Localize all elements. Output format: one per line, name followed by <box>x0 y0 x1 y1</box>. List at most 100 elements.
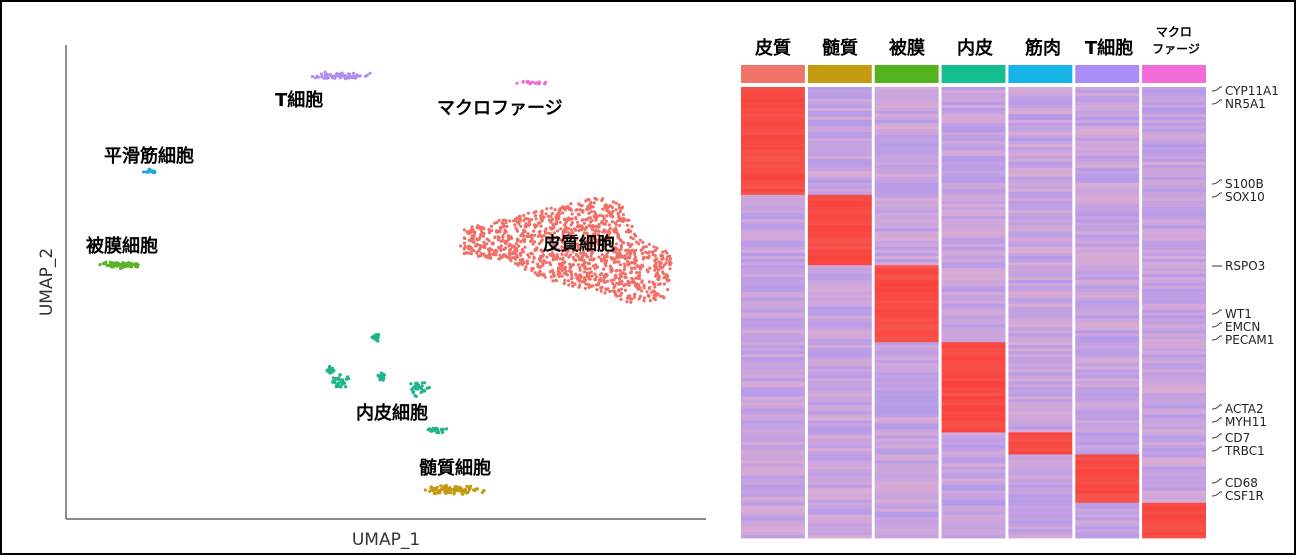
umap-point <box>558 237 562 242</box>
heatmap-cell <box>807 432 872 436</box>
umap-point <box>652 290 657 294</box>
annotation-cell-4 <box>1008 65 1073 83</box>
heatmap-cell <box>741 282 805 287</box>
heatmap-cell <box>874 274 939 278</box>
heatmap-cell <box>874 143 939 148</box>
heatmap-cell <box>941 342 1006 346</box>
umap-point <box>514 242 518 246</box>
umap-point <box>614 256 619 260</box>
heatmap-cell <box>807 164 872 169</box>
umap-point <box>630 242 634 246</box>
heatmap-cell-group <box>941 194 1006 266</box>
gene-leader <box>1211 417 1222 423</box>
umap-point <box>653 248 658 252</box>
heatmap-cell <box>1142 104 1206 109</box>
heatmap-cell <box>874 475 939 479</box>
heatmap-cell <box>1075 297 1140 302</box>
heatmap-cell <box>941 441 1006 446</box>
gene-label: EMCN <box>1225 320 1260 334</box>
heatmap-cell <box>807 505 872 510</box>
heatmap-cell <box>1008 348 1073 352</box>
heatmap-cell <box>807 297 872 302</box>
umap-point <box>503 231 507 235</box>
heatmap-cell <box>1008 152 1073 157</box>
y-axis-label: UMAP_2 <box>37 248 57 316</box>
heatmap-cell <box>874 191 939 196</box>
umap-point <box>521 233 525 237</box>
umap-point <box>423 381 427 385</box>
umap-point <box>570 221 575 225</box>
heatmap-cell <box>741 490 805 495</box>
umap-point <box>515 253 519 257</box>
umap-point <box>587 216 591 220</box>
heatmap-cell <box>741 170 805 175</box>
umap-point <box>634 284 638 288</box>
umap-point <box>325 72 329 76</box>
umap-point <box>552 274 557 278</box>
heatmap-cell <box>874 529 939 533</box>
heatmap-cell <box>1008 161 1073 166</box>
umap-point <box>585 231 589 235</box>
heatmap-cell <box>1008 505 1073 510</box>
heatmap-cell <box>1075 104 1140 109</box>
heatmap-cell <box>874 444 939 449</box>
heatmap-cell-group <box>1008 194 1073 266</box>
heatmap-cell <box>874 262 939 266</box>
heatmap-cell-group <box>941 454 1006 504</box>
heatmap-cell <box>1008 399 1073 403</box>
cluster-points-5 <box>325 332 449 435</box>
umap-point <box>632 280 636 284</box>
umap-point <box>642 286 646 290</box>
heatmap-cell <box>807 134 872 139</box>
heatmap-cell <box>1008 318 1073 322</box>
heatmap-cell <box>807 396 872 400</box>
heatmap-cell <box>874 348 939 352</box>
umap-point <box>325 76 329 80</box>
heatmap-cell <box>1142 499 1206 504</box>
heatmap-cell <box>807 393 872 397</box>
cluster-points-0 <box>310 70 372 81</box>
heatmap-cell <box>1008 315 1073 319</box>
umap-point <box>597 222 601 227</box>
gene-label: S100B <box>1225 177 1264 191</box>
umap-point <box>323 70 327 74</box>
heatmap-cell <box>1142 216 1206 220</box>
heatmap-cell <box>807 345 872 349</box>
heatmap-cell <box>1142 225 1206 229</box>
heatmap-cell <box>941 219 1006 223</box>
heatmap-cell <box>1008 423 1073 427</box>
heatmap-cell <box>874 399 939 403</box>
umap-point <box>412 385 416 389</box>
umap-point <box>491 252 495 256</box>
heatmap-cell <box>941 426 1006 430</box>
umap-point <box>530 268 534 272</box>
umap-point <box>638 273 642 277</box>
heatmap-cell <box>874 333 939 337</box>
heatmap-cell <box>1142 381 1206 385</box>
heatmap-cell <box>1008 271 1073 275</box>
umap-point <box>414 394 418 398</box>
heatmap-cell <box>941 451 1006 455</box>
heatmap-cell <box>1142 191 1206 196</box>
umap-point <box>627 283 631 287</box>
umap-point <box>599 289 603 293</box>
heatmap-cell <box>1008 203 1073 208</box>
umap-point <box>592 215 597 219</box>
heatmap-cell <box>1075 451 1140 455</box>
gene-label: CD7 <box>1225 431 1250 445</box>
heatmap-cell <box>1008 210 1073 214</box>
umap-point <box>640 279 644 283</box>
heatmap-cell <box>807 234 872 239</box>
heatmap-cell <box>874 321 939 325</box>
umap-point <box>534 247 538 251</box>
umap-point <box>590 248 594 252</box>
umap-point <box>524 222 528 226</box>
heatmap-cell <box>807 282 872 287</box>
umap-point <box>628 294 632 298</box>
heatmap-cell <box>741 303 805 308</box>
heatmap-cell <box>874 222 939 226</box>
umap-point <box>444 427 449 431</box>
umap-point <box>644 250 648 254</box>
heatmap-cell <box>1142 399 1206 403</box>
